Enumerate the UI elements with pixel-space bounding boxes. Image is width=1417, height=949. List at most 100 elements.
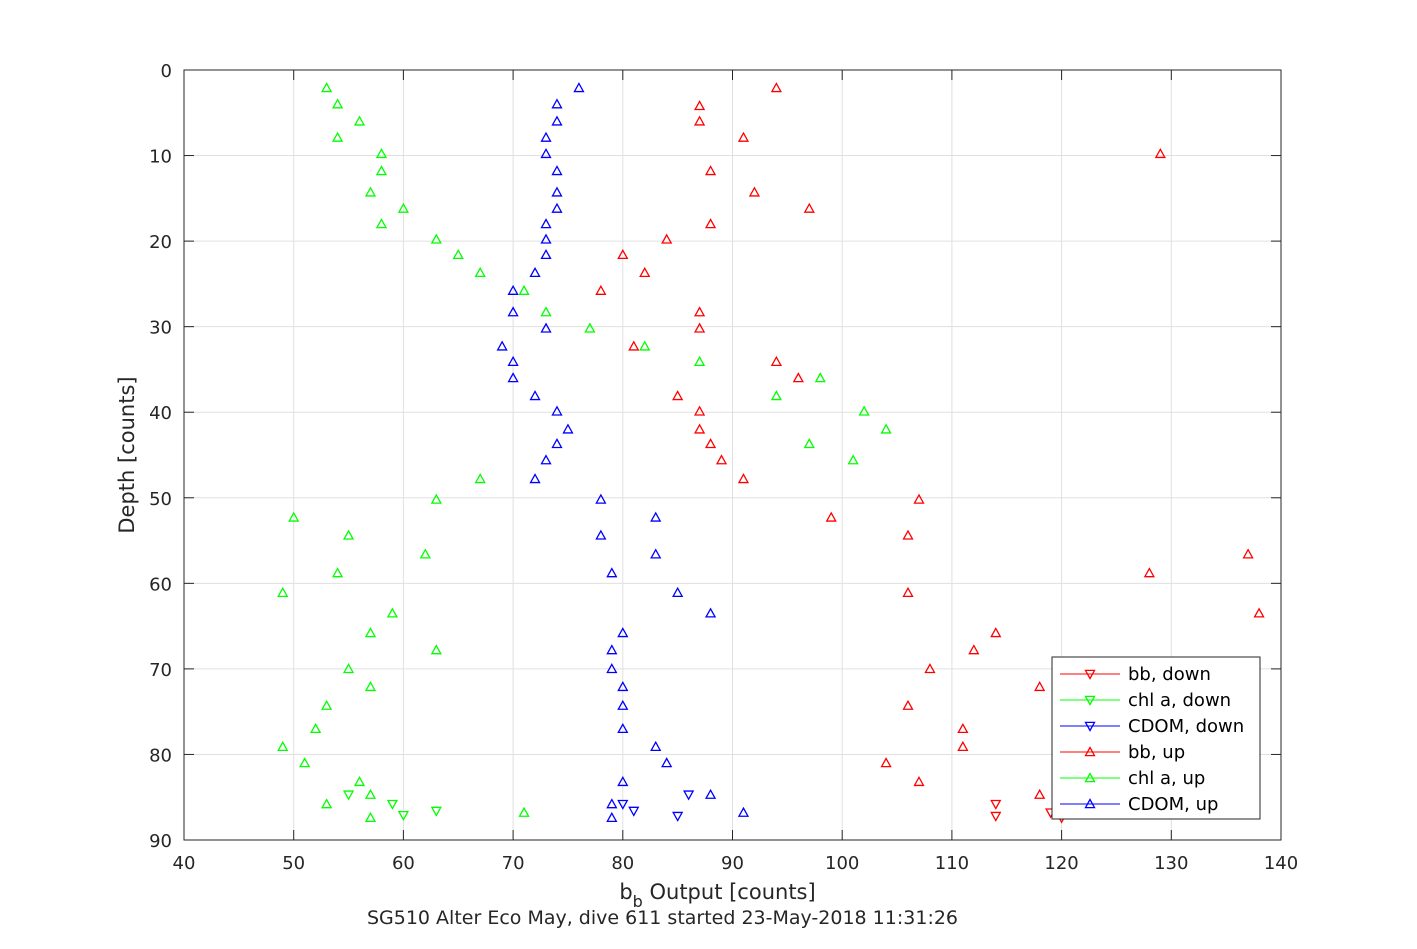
legend: bb, down chl a, down CDOM, down bb, up chl a… — [1051, 656, 1261, 820]
series-cdom-down — [617, 790, 695, 822]
data-point — [693, 322, 706, 333]
data-point — [474, 266, 486, 278]
x-tick-label: 70 — [502, 853, 525, 874]
data-point — [507, 306, 519, 317]
x-tick-label: 100 — [825, 853, 859, 874]
data-point — [968, 644, 980, 655]
data-point — [672, 811, 684, 822]
data-point — [430, 644, 442, 655]
data-point — [902, 529, 914, 540]
data-point — [386, 799, 399, 810]
data-point — [551, 202, 563, 213]
data-point — [617, 775, 629, 787]
data-point — [606, 798, 618, 809]
data-point — [386, 607, 399, 618]
data-point — [518, 806, 530, 817]
data-point — [957, 740, 969, 751]
data-point — [430, 233, 442, 244]
x-tick-label: 120 — [1044, 853, 1078, 874]
data-point — [902, 699, 914, 710]
data-point — [529, 390, 541, 401]
legend-item-chl-a-down: chl a, down — [1060, 690, 1231, 711]
data-point — [617, 248, 629, 260]
data-point — [880, 757, 892, 768]
data-point — [1154, 148, 1166, 159]
legend-label: bb, down — [1128, 664, 1211, 685]
legend-marker — [1084, 669, 1096, 680]
data-point — [364, 627, 377, 638]
axes: 40 50 60 70 80 90 100 110 120 130 140 0 10 20 30 40 50 60… — [149, 61, 1298, 874]
data-point — [430, 493, 442, 504]
data-point — [913, 775, 925, 787]
data-marks — [277, 82, 1265, 824]
legend-item-chl-a-up: chl a, up — [1060, 768, 1205, 789]
x-tick-label: 80 — [611, 853, 634, 874]
x-axis-label-subscript: b — [633, 892, 643, 911]
data-point — [562, 423, 574, 434]
chart-caption: SG510 Alter Eco May, dive 611 started 23… — [367, 907, 958, 929]
x-tick-label: 140 — [1264, 853, 1298, 874]
data-point — [693, 355, 706, 366]
data-point — [364, 788, 377, 799]
data-point — [507, 284, 519, 295]
data-point — [683, 790, 695, 801]
data-point — [551, 165, 563, 176]
y-tick-label: 90 — [149, 831, 172, 852]
data-point — [704, 165, 717, 176]
data-point — [693, 115, 706, 126]
data-point — [924, 663, 936, 674]
data-point — [617, 799, 629, 810]
data-point — [452, 248, 464, 260]
y-tick-label: 70 — [149, 660, 172, 681]
data-point — [617, 681, 629, 692]
data-point — [770, 390, 782, 401]
y-tick-label: 60 — [149, 574, 172, 595]
data-point — [693, 423, 706, 434]
data-point — [419, 548, 431, 559]
data-point — [551, 438, 563, 449]
data-point — [606, 811, 618, 823]
data-point — [540, 148, 552, 159]
x-tick-label: 90 — [721, 853, 744, 874]
data-point — [540, 306, 552, 317]
legend-item-bb-down: bb, down — [1060, 664, 1211, 685]
data-point — [496, 340, 508, 351]
data-point — [540, 248, 552, 260]
data-point — [606, 644, 618, 655]
legend-item-cdom-down: CDOM, down — [1060, 716, 1244, 737]
legend-label: chl a, down — [1128, 690, 1231, 711]
data-point — [277, 740, 289, 751]
data-point — [1242, 548, 1254, 559]
data-point — [331, 567, 344, 578]
data-point — [913, 493, 925, 504]
data-point — [693, 100, 706, 111]
data-point — [770, 355, 782, 366]
data-point — [693, 405, 706, 416]
data-point — [518, 284, 530, 295]
data-point — [540, 233, 552, 244]
data-point — [957, 722, 969, 734]
data-point — [990, 811, 1002, 822]
data-point — [650, 511, 662, 522]
legend-item-bb-up: bb, up — [1060, 742, 1185, 763]
x-tick-label: 60 — [392, 853, 415, 874]
data-point — [737, 473, 750, 484]
data-point — [628, 806, 640, 817]
x-tick-label: 130 — [1154, 853, 1188, 874]
data-point — [617, 699, 629, 710]
data-point — [474, 473, 486, 484]
data-point — [321, 699, 333, 710]
data-point — [595, 493, 607, 504]
data-point — [880, 423, 892, 434]
y-tick-label: 40 — [149, 403, 172, 424]
y-tick-label: 0 — [161, 61, 172, 82]
data-point — [672, 390, 684, 401]
data-point — [737, 131, 750, 142]
x-axis-label-base: b — [619, 880, 632, 904]
data-point — [628, 340, 640, 351]
y-tick-label: 30 — [149, 318, 172, 339]
data-point — [617, 722, 629, 734]
x-tick-label: 110 — [935, 853, 969, 874]
data-point — [792, 372, 804, 383]
